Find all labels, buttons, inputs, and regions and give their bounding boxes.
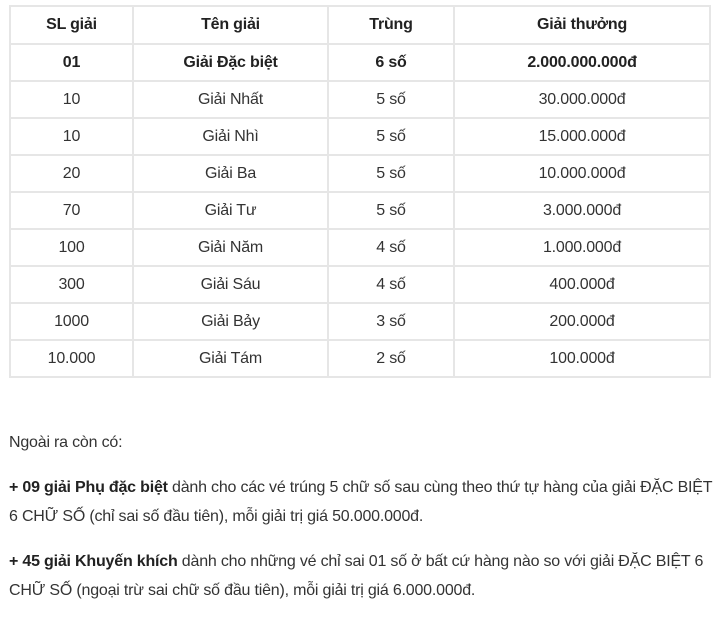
header-match: Trùng bbox=[327, 5, 455, 45]
cell-prize-value: 15.000.000đ bbox=[453, 117, 711, 156]
cell-prize-value: 1.000.000đ bbox=[453, 228, 711, 267]
table-row: 300 Giải Sáu 4 số 400.000đ bbox=[9, 265, 711, 304]
table-row: 10 Giải Nhất 5 số 30.000.000đ bbox=[9, 80, 711, 119]
cell-prize-name: Giải Ba bbox=[132, 154, 329, 193]
cell-match: 5 số bbox=[327, 154, 455, 193]
cell-prize-value: 200.000đ bbox=[453, 302, 711, 341]
cell-prize-name: Giải Tư bbox=[132, 191, 329, 230]
cell-quantity: 20 bbox=[9, 154, 134, 193]
cell-prize-name: Giải Nhì bbox=[132, 117, 329, 156]
note-item-special-sub: + 09 giải Phụ đặc biệt dành cho các vé t… bbox=[9, 473, 714, 531]
cell-match: 4 số bbox=[327, 265, 455, 304]
notes-section: Ngoài ra còn có: + 09 giải Phụ đặc biệt … bbox=[9, 428, 714, 621]
cell-match: 6 số bbox=[327, 43, 455, 82]
cell-prize-name: Giải Bảy bbox=[132, 302, 329, 341]
cell-quantity: 10 bbox=[9, 80, 134, 119]
cell-prize-value: 3.000.000đ bbox=[453, 191, 711, 230]
note-item-text: dành cho những vé chỉ sai 01 số ở bất cứ… bbox=[9, 553, 704, 599]
note-item-text: dành cho các vé trúng 5 chữ số sau cùng … bbox=[9, 479, 713, 525]
cell-quantity: 70 bbox=[9, 191, 134, 230]
note-item-title: + 09 giải Phụ đặc biệt bbox=[9, 479, 168, 496]
prize-table: SL giải Tên giải Trùng Giải thưởng 01 Giả… bbox=[9, 5, 711, 378]
cell-quantity: 1000 bbox=[9, 302, 134, 341]
note-item-consolation: + 45 giải Khuyến khích dành cho những vé… bbox=[9, 547, 714, 605]
notes-intro: Ngoài ra còn có: bbox=[9, 434, 123, 451]
cell-match: 2 số bbox=[327, 339, 455, 378]
table-row: 10 Giải Nhì 5 số 15.000.000đ bbox=[9, 117, 711, 156]
cell-match: 5 số bbox=[327, 117, 455, 156]
cell-match: 5 số bbox=[327, 80, 455, 119]
table-row: 20 Giải Ba 5 số 10.000.000đ bbox=[9, 154, 711, 193]
note-item-title: + 45 giải Khuyến khích bbox=[9, 553, 178, 570]
cell-quantity: 10.000 bbox=[9, 339, 134, 378]
header-prize-name: Tên giải bbox=[132, 5, 329, 45]
table-row: 70 Giải Tư 5 số 3.000.000đ bbox=[9, 191, 711, 230]
cell-quantity: 10 bbox=[9, 117, 134, 156]
table-row: 10.000 Giải Tám 2 số 100.000đ bbox=[9, 339, 711, 378]
cell-prize-name: Giải Năm bbox=[132, 228, 329, 267]
cell-match: 4 số bbox=[327, 228, 455, 267]
table-row: 01 Giải Đặc biệt 6 số 2.000.000.000đ bbox=[9, 43, 711, 82]
table-row: 100 Giải Năm 4 số 1.000.000đ bbox=[9, 228, 711, 267]
cell-match: 3 số bbox=[327, 302, 455, 341]
cell-prize-name: Giải Nhất bbox=[132, 80, 329, 119]
cell-prize-value: 10.000.000đ bbox=[453, 154, 711, 193]
cell-prize-name: Giải Sáu bbox=[132, 265, 329, 304]
cell-prize-name: Giải Tám bbox=[132, 339, 329, 378]
table-header-row: SL giải Tên giải Trùng Giải thưởng bbox=[9, 5, 711, 45]
table-row: 1000 Giải Bảy 3 số 200.000đ bbox=[9, 302, 711, 341]
cell-prize-value: 2.000.000.000đ bbox=[453, 43, 711, 82]
cell-prize-value: 30.000.000đ bbox=[453, 80, 711, 119]
cell-match: 5 số bbox=[327, 191, 455, 230]
cell-quantity: 300 bbox=[9, 265, 134, 304]
cell-prize-value: 100.000đ bbox=[453, 339, 711, 378]
cell-prize-value: 400.000đ bbox=[453, 265, 711, 304]
header-prize-value: Giải thưởng bbox=[453, 5, 711, 45]
cell-quantity: 100 bbox=[9, 228, 134, 267]
cell-prize-name: Giải Đặc biệt bbox=[132, 43, 329, 82]
header-quantity: SL giải bbox=[9, 5, 134, 45]
cell-quantity: 01 bbox=[9, 43, 134, 82]
